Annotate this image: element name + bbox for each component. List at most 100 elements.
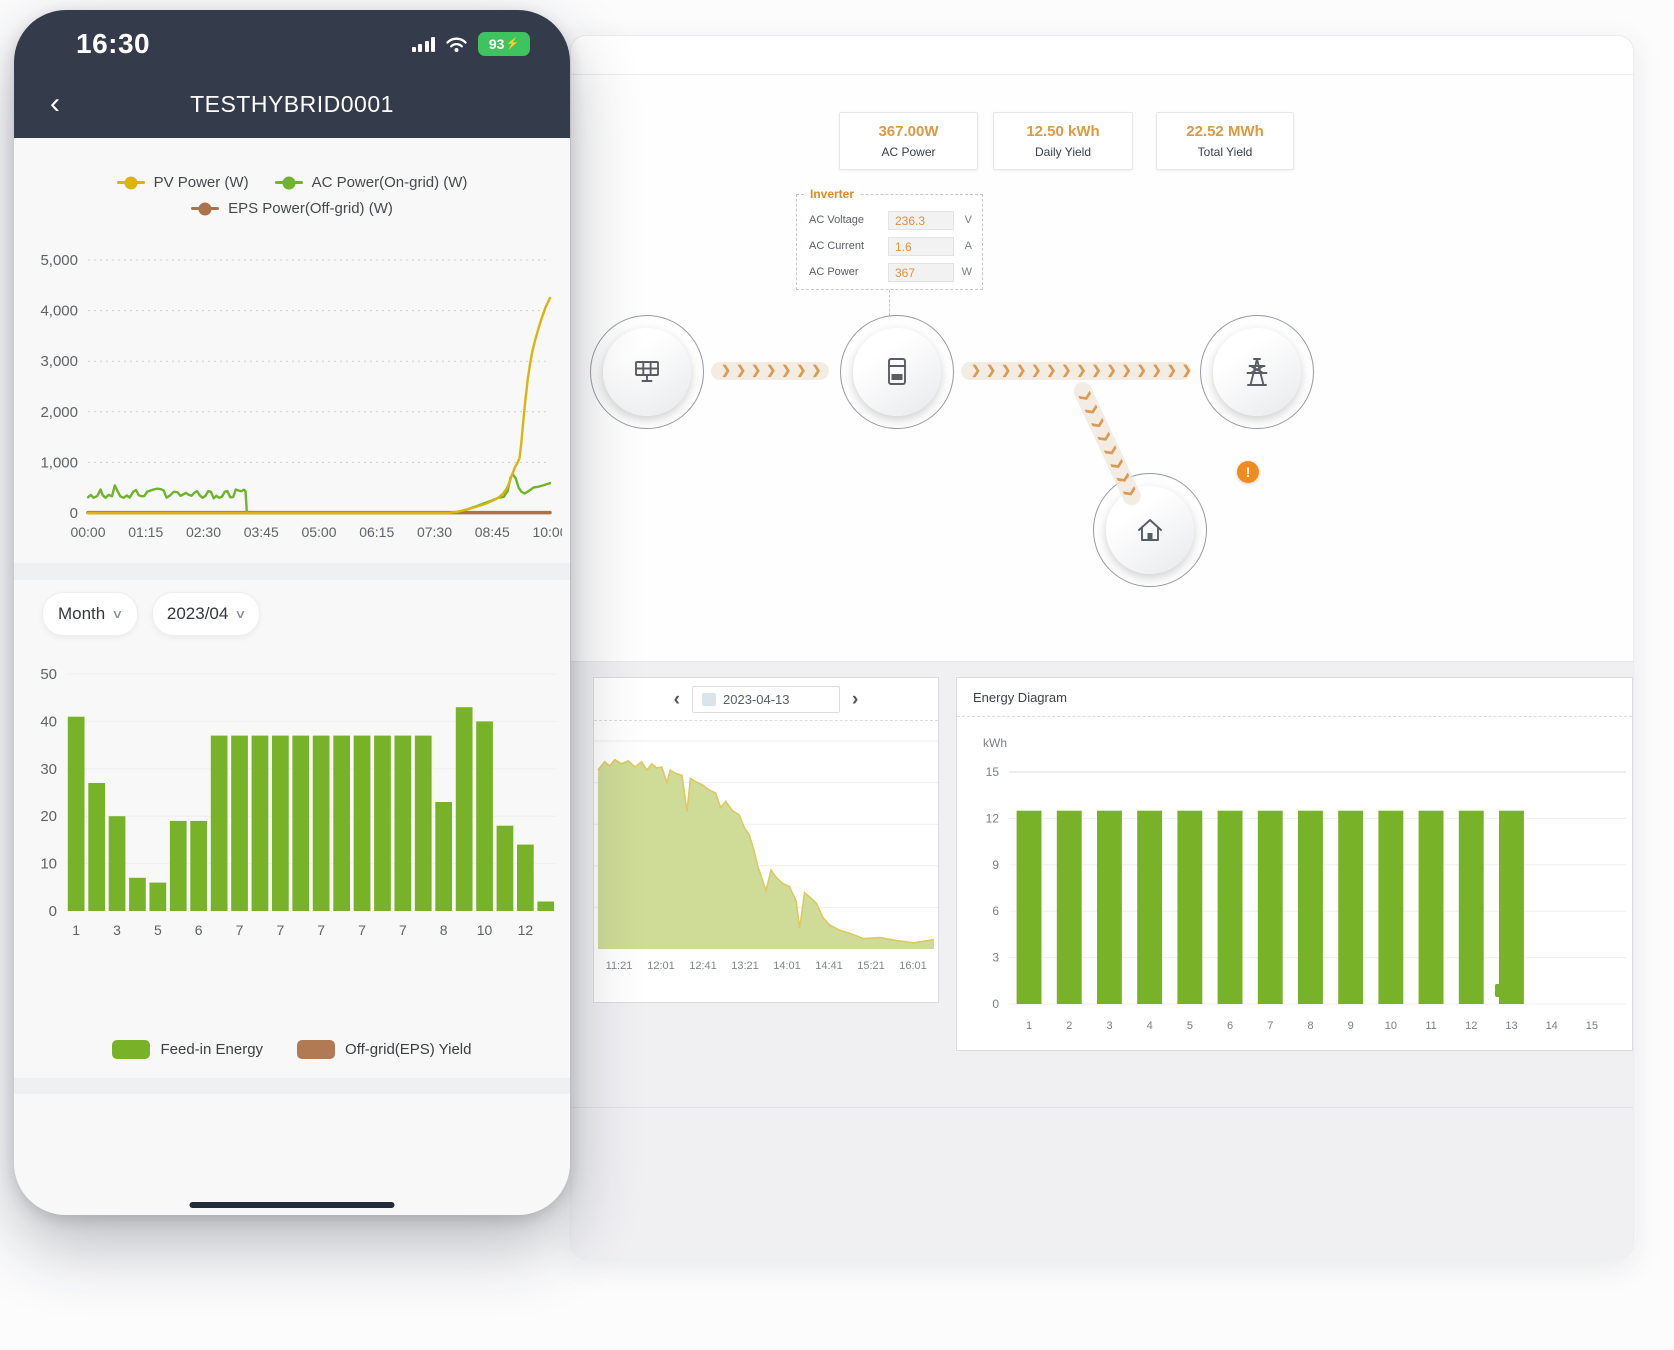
legend-item[interactable]: Off-grid(EPS) Yield bbox=[297, 1040, 472, 1059]
flow-node-home[interactable] bbox=[1093, 473, 1207, 587]
svg-text:10: 10 bbox=[40, 856, 57, 873]
legend-row: EPS Power(Off-grid) (W) bbox=[191, 200, 393, 217]
section-divider bbox=[14, 563, 570, 580]
svg-text:16:01: 16:01 bbox=[899, 960, 927, 972]
date-picker[interactable]: 2023-04-13 bbox=[692, 685, 840, 713]
bar-chart-legend: Feed-in Energy Off-grid(EPS) Yield bbox=[14, 1040, 570, 1059]
stat-card: 12.50 kWh Daily Yield bbox=[993, 112, 1133, 170]
svg-text:14: 14 bbox=[1546, 1020, 1558, 1032]
device-title: TESTHYBRID0001 bbox=[190, 90, 394, 117]
svg-text:08:45: 08:45 bbox=[475, 524, 510, 540]
stat-label: Daily Yield bbox=[1034, 145, 1092, 159]
legend-item[interactable]: Feed-in Energy bbox=[112, 1040, 263, 1059]
svg-text:1,000: 1,000 bbox=[40, 454, 78, 471]
svg-text:9: 9 bbox=[992, 858, 999, 872]
status-time: 16:30 bbox=[76, 28, 151, 59]
svg-text:5,000: 5,000 bbox=[40, 252, 78, 269]
flow-node-solar-circle bbox=[603, 328, 691, 416]
legend-label: EPS Power(Off-grid) (W) bbox=[228, 200, 393, 217]
inverter-icon bbox=[888, 358, 906, 385]
cellular-signal-icon bbox=[411, 36, 435, 52]
inverter-connector-line bbox=[889, 290, 890, 316]
power-line-chart: 0 1,000 2,000 3,000 4,000 5,000 00:00 01:15 02:3… bbox=[40, 252, 562, 540]
flow-arrow-inverter-to-grid: ❯❯❯❯❯❯❯❯❯❯❯❯❯❯❯❯ bbox=[961, 362, 1191, 380]
svg-text:12:41: 12:41 bbox=[689, 960, 717, 972]
svg-text:00:00: 00:00 bbox=[70, 524, 105, 540]
legend-item[interactable]: EPS Power(Off-grid) (W) bbox=[191, 200, 393, 217]
battery-percent: 93 bbox=[488, 36, 505, 52]
energy-legend-swatch bbox=[1495, 984, 1523, 997]
inverter-field-label: AC Voltage bbox=[809, 214, 865, 226]
period-dropdown[interactable]: Month ∨ bbox=[42, 592, 138, 636]
prev-day-button[interactable]: ‹ bbox=[673, 688, 680, 710]
svg-text:8: 8 bbox=[440, 922, 448, 938]
svg-text:12: 12 bbox=[986, 811, 1000, 825]
inverter-field-label: AC Power bbox=[809, 266, 859, 278]
stat-card: 22.52 MWh Total Yield bbox=[1156, 112, 1294, 170]
desktop-dashboard: 367.00W AC Power 12.50 kWh Daily Yield 22.52… bbox=[570, 35, 1634, 1259]
inverter-field-value: 1.6 bbox=[888, 236, 954, 256]
home-icon bbox=[1138, 519, 1162, 541]
stat-label: Total Yield bbox=[1197, 145, 1253, 159]
svg-text:4: 4 bbox=[1147, 1020, 1153, 1032]
month-dropdown-value: 2023/04 bbox=[166, 604, 229, 623]
status-icons: 93 ⚡ bbox=[411, 32, 530, 56]
svg-text:15: 15 bbox=[1586, 1020, 1598, 1032]
desktop-topbar bbox=[571, 36, 1633, 75]
svg-text:1: 1 bbox=[72, 922, 80, 938]
power-grid-icon bbox=[1246, 358, 1268, 386]
inverter-row: AC Current 1.6 A bbox=[809, 235, 972, 257]
chevron-down-icon: ∨ bbox=[111, 607, 124, 621]
flow-node-home-circle bbox=[1106, 486, 1194, 574]
warning-badge[interactable]: ! bbox=[1237, 461, 1259, 483]
svg-text:14:01: 14:01 bbox=[773, 960, 801, 972]
phone-content: PV Power (W) AC Power(On-grid) (W) EPS Pow… bbox=[14, 138, 570, 1215]
legend-item[interactable]: PV Power (W) bbox=[116, 174, 249, 191]
legend-item[interactable]: AC Power(On-grid) (W) bbox=[274, 174, 467, 191]
svg-text:11: 11 bbox=[1425, 1020, 1436, 1032]
svg-text:11:21: 11:21 bbox=[606, 960, 633, 972]
status-bar: 16:30 93 ⚡ bbox=[14, 26, 570, 62]
chevron-down-icon: ∨ bbox=[234, 607, 247, 621]
svg-text:13: 13 bbox=[1505, 1020, 1517, 1032]
flow-node-inverter[interactable] bbox=[840, 315, 954, 429]
wifi-icon bbox=[446, 37, 467, 52]
home-indicator[interactable] bbox=[189, 1202, 395, 1208]
phone-header: 16:30 93 ⚡ ‹ bbox=[14, 10, 570, 138]
legend-marker bbox=[191, 202, 220, 215]
svg-text:0: 0 bbox=[70, 505, 78, 522]
svg-text:7: 7 bbox=[317, 922, 325, 938]
legend-swatch bbox=[112, 1040, 151, 1059]
svg-text:15:21: 15:21 bbox=[857, 960, 885, 972]
section-divider bbox=[14, 1078, 570, 1094]
legend-swatch bbox=[297, 1040, 336, 1059]
svg-text:5: 5 bbox=[1187, 1020, 1193, 1032]
flow-node-grid[interactable] bbox=[1200, 315, 1314, 429]
inverter-field-unit: V bbox=[964, 214, 972, 226]
energy-diagram-title: Energy Diagram bbox=[957, 678, 1632, 717]
month-dropdown[interactable]: 2023/04 ∨ bbox=[152, 592, 260, 636]
energy-diagram-panel: Energy Diagram kWh 0 3 6 9 12 15 1 2 3 4 5 6 7 8 9 10 11 1… bbox=[956, 677, 1633, 1051]
svg-text:03:45: 03:45 bbox=[244, 524, 279, 540]
stat-value: 12.50 kWh bbox=[1026, 123, 1100, 140]
svg-text:7: 7 bbox=[358, 922, 366, 938]
svg-text:6: 6 bbox=[992, 904, 999, 918]
date-value: 2023-04-13 bbox=[723, 691, 790, 707]
back-button[interactable]: ‹ bbox=[50, 87, 60, 120]
next-day-button[interactable]: › bbox=[852, 688, 859, 710]
inverter-panel: Inverter AC Voltage 236.3 V AC Current 1.6 A A… bbox=[796, 187, 983, 290]
section-divider-line bbox=[571, 1107, 1633, 1108]
svg-text:30: 30 bbox=[40, 761, 57, 778]
flow-node-inverter-circle bbox=[853, 328, 941, 416]
svg-text:14:41: 14:41 bbox=[815, 960, 843, 972]
charging-bolt-icon: ⚡ bbox=[505, 37, 520, 50]
inverter-field-unit: A bbox=[964, 240, 972, 252]
daily-chart-panel: ‹ 2023-04-13 › 11:21 12:01 12:41 13:21 14:01… bbox=[593, 677, 939, 1003]
flow-node-solar[interactable] bbox=[590, 315, 704, 429]
flow-arrow-solar-to-inverter: ❯❯❯❯❯❯❯❯ bbox=[711, 362, 829, 380]
legend-marker bbox=[116, 176, 145, 189]
svg-text:07:30: 07:30 bbox=[417, 524, 452, 540]
stat-card: 367.00W AC Power bbox=[839, 112, 978, 170]
svg-text:7: 7 bbox=[277, 922, 285, 938]
